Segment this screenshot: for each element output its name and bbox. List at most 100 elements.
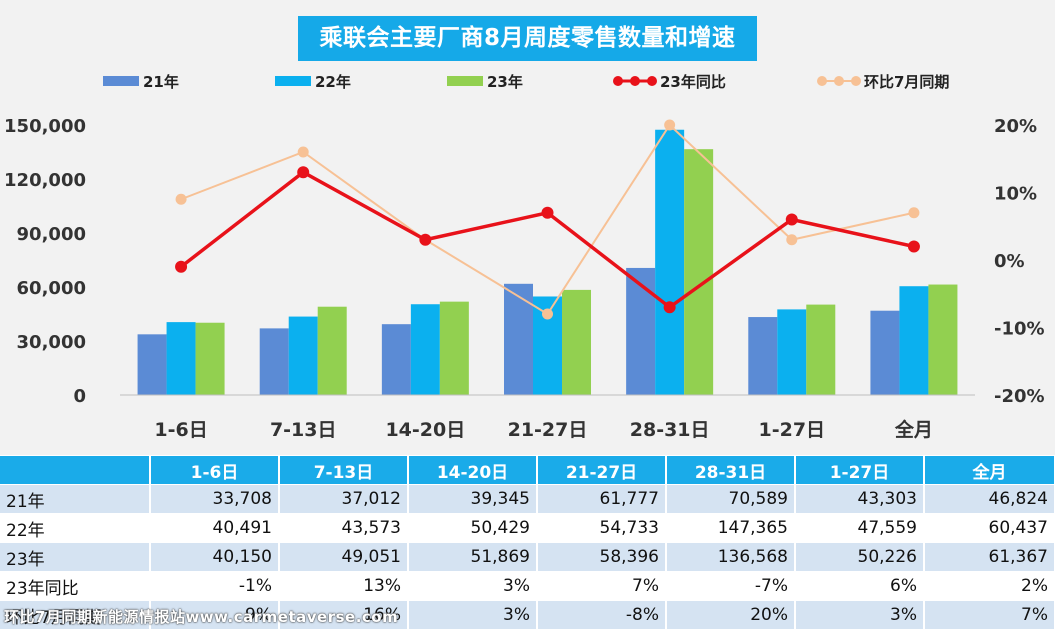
table-cell: -8% bbox=[537, 600, 667, 630]
x-tick-label: 全月 bbox=[894, 418, 933, 441]
table-header-row: 1-6日 7-13日 14-20日 21-27日 28-31日 1-27日 全月 bbox=[0, 456, 1055, 485]
table-cell: 9% bbox=[150, 600, 280, 630]
table-cell: 43,573 bbox=[279, 513, 409, 543]
row-label: 环比7月同期 bbox=[0, 600, 151, 630]
table-cell: 70,589 bbox=[666, 484, 796, 514]
table-row: 21年 33,708 37,012 39,345 61,777 70,589 4… bbox=[0, 484, 1055, 514]
line-point bbox=[297, 166, 310, 179]
y-right-tick-label: 0% bbox=[994, 251, 1025, 272]
line-point bbox=[664, 119, 676, 131]
line-series bbox=[180, 170, 915, 310]
table-row: 23年 40,150 49,051 51,869 58,396 136,568 … bbox=[0, 542, 1055, 572]
line-point bbox=[541, 206, 554, 219]
bar bbox=[166, 322, 196, 395]
table-cell: 54,733 bbox=[537, 513, 667, 543]
line-point bbox=[907, 240, 920, 253]
bar bbox=[655, 129, 685, 396]
line-point bbox=[419, 233, 432, 246]
x-tick-label: 21-27日 bbox=[508, 419, 588, 441]
y-left-tick-label: 0 bbox=[73, 386, 86, 407]
y-right-tick-label: -20% bbox=[994, 386, 1045, 407]
y-right-tick-label: -10% bbox=[994, 319, 1045, 340]
table-cell: -1% bbox=[150, 571, 280, 601]
table-header: 全月 bbox=[924, 456, 1055, 485]
bar bbox=[870, 310, 900, 395]
legend-swatch-yoy bbox=[613, 76, 657, 86]
line-series bbox=[180, 123, 915, 316]
bar bbox=[806, 304, 836, 395]
line-point bbox=[785, 213, 798, 226]
table-header: 28-31日 bbox=[666, 456, 796, 485]
y-left-tick-label: 150,000 bbox=[4, 116, 86, 137]
row-label: 23年 bbox=[0, 542, 151, 572]
table-header: 7-13日 bbox=[279, 456, 409, 485]
line-point bbox=[908, 207, 920, 219]
table-cell: 40,491 bbox=[150, 513, 280, 543]
y-left-tick-label: 90,000 bbox=[17, 224, 86, 245]
chart-legend: 21年 22年 23年 23年同比 环比7月同期 bbox=[0, 66, 1055, 96]
table-cell: 49,051 bbox=[279, 542, 409, 572]
table-cell: 47,559 bbox=[795, 513, 925, 543]
legend-swatch-23 bbox=[447, 76, 483, 86]
chart-title: 乘联会主要厂商8月周度零售数量和增速 bbox=[298, 16, 757, 61]
y-right-tick-label: 20% bbox=[994, 116, 1037, 137]
legend-swatch-mom bbox=[817, 76, 861, 86]
bar bbox=[259, 328, 289, 395]
table-cell: 43,303 bbox=[795, 484, 925, 514]
table-cell: 33,708 bbox=[150, 484, 280, 514]
table-cell: 51,869 bbox=[408, 542, 538, 572]
table-cell: 7% bbox=[924, 600, 1055, 630]
bar bbox=[195, 322, 225, 395]
table-cell: 50,429 bbox=[408, 513, 538, 543]
line-point bbox=[175, 260, 188, 273]
table-cell: 61,777 bbox=[537, 484, 667, 514]
bar bbox=[439, 301, 469, 395]
bar bbox=[684, 149, 714, 395]
table-row: 23年同比 -1% 13% 3% 7% -7% 6% 2% bbox=[0, 571, 1055, 601]
table-cell: 20% bbox=[666, 600, 796, 630]
table-row: 环比7月同期 9% 16% 3% -8% 20% 3% 7% bbox=[0, 600, 1055, 630]
table-cell: 7% bbox=[537, 571, 667, 601]
bar bbox=[288, 316, 318, 395]
table-cell: 3% bbox=[408, 571, 538, 601]
row-label: 23年同比 bbox=[0, 571, 151, 601]
table-cell: 136,568 bbox=[666, 542, 796, 572]
line-point bbox=[175, 193, 187, 205]
line-point bbox=[297, 146, 309, 158]
x-tick-label: 1-27日 bbox=[759, 419, 826, 441]
table-cell: 61,367 bbox=[924, 542, 1055, 572]
watermark: 环比7月同期新能源情报站www.carmetaverse.com bbox=[4, 608, 399, 626]
y-left-tick-label: 60,000 bbox=[17, 278, 86, 299]
table-cell: 3% bbox=[795, 600, 925, 630]
table-cell: 58,396 bbox=[537, 542, 667, 572]
legend-label-21: 21年 bbox=[143, 72, 179, 91]
table-cell: 40,150 bbox=[150, 542, 280, 572]
chart-plot: 0 30,000 60,000 90,000 120,000 150,000 -20% -10… bbox=[4, 116, 1045, 441]
data-table: 1-6日 7-13日 14-20日 21-27日 28-31日 1-27日 全月… bbox=[0, 456, 1055, 630]
bar bbox=[562, 289, 591, 395]
legend-swatch-22 bbox=[275, 76, 311, 86]
bar bbox=[137, 334, 167, 395]
table-header: 21-27日 bbox=[537, 456, 667, 485]
table-cell: 39,345 bbox=[408, 484, 538, 514]
bar bbox=[748, 317, 778, 395]
table-cell: 147,365 bbox=[666, 513, 796, 543]
row-label: 21年 bbox=[0, 484, 151, 514]
bar bbox=[410, 304, 440, 395]
table-cell: 16% bbox=[279, 600, 409, 630]
legend-item-22: 22年 bbox=[275, 70, 351, 92]
bar bbox=[317, 306, 347, 395]
legend-item-23: 23年 bbox=[447, 70, 523, 92]
table-corner bbox=[0, 456, 151, 485]
line-point bbox=[542, 308, 553, 320]
table-header: 1-27日 bbox=[795, 456, 925, 485]
table-cell: 3% bbox=[408, 600, 538, 630]
x-tick-label: 14-20日 bbox=[385, 419, 465, 441]
table-cell: 37,012 bbox=[279, 484, 409, 514]
bar bbox=[626, 267, 656, 395]
y-right-tick-label: 10% bbox=[994, 184, 1037, 205]
table-header: 1-6日 bbox=[150, 456, 280, 485]
table-cell: -7% bbox=[666, 571, 796, 601]
bar bbox=[899, 286, 929, 395]
